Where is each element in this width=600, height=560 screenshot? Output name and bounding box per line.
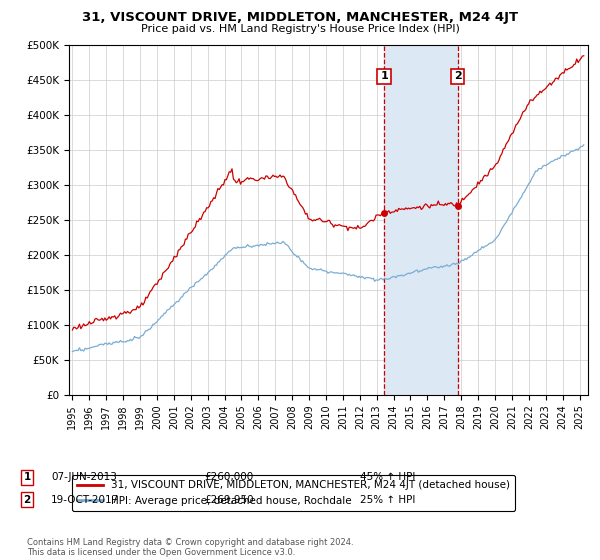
Text: 1: 1: [23, 472, 31, 482]
Text: 25% ↑ HPI: 25% ↑ HPI: [360, 494, 415, 505]
Text: 19-OCT-2017: 19-OCT-2017: [51, 494, 119, 505]
Bar: [384, 45, 458, 395]
Text: Contains HM Land Registry data © Crown copyright and database right 2024.
This d: Contains HM Land Registry data © Crown c…: [27, 538, 353, 557]
Text: 31, VISCOUNT DRIVE, MIDDLETON, MANCHESTER, M24 4JT: 31, VISCOUNT DRIVE, MIDDLETON, MANCHESTE…: [82, 11, 518, 24]
Legend: 31, VISCOUNT DRIVE, MIDDLETON, MANCHESTER, M24 4JT (detached house), HPI: Averag: 31, VISCOUNT DRIVE, MIDDLETON, MANCHESTE…: [71, 475, 515, 511]
Text: Price paid vs. HM Land Registry's House Price Index (HPI): Price paid vs. HM Land Registry's House …: [140, 24, 460, 34]
Text: £269,950: £269,950: [204, 494, 254, 505]
Text: 07-JUN-2013: 07-JUN-2013: [51, 472, 117, 482]
Text: 2: 2: [23, 494, 31, 505]
Text: 1: 1: [380, 71, 388, 81]
Text: 45% ↑ HPI: 45% ↑ HPI: [360, 472, 415, 482]
Text: 2: 2: [454, 71, 462, 81]
Text: £260,000: £260,000: [204, 472, 253, 482]
